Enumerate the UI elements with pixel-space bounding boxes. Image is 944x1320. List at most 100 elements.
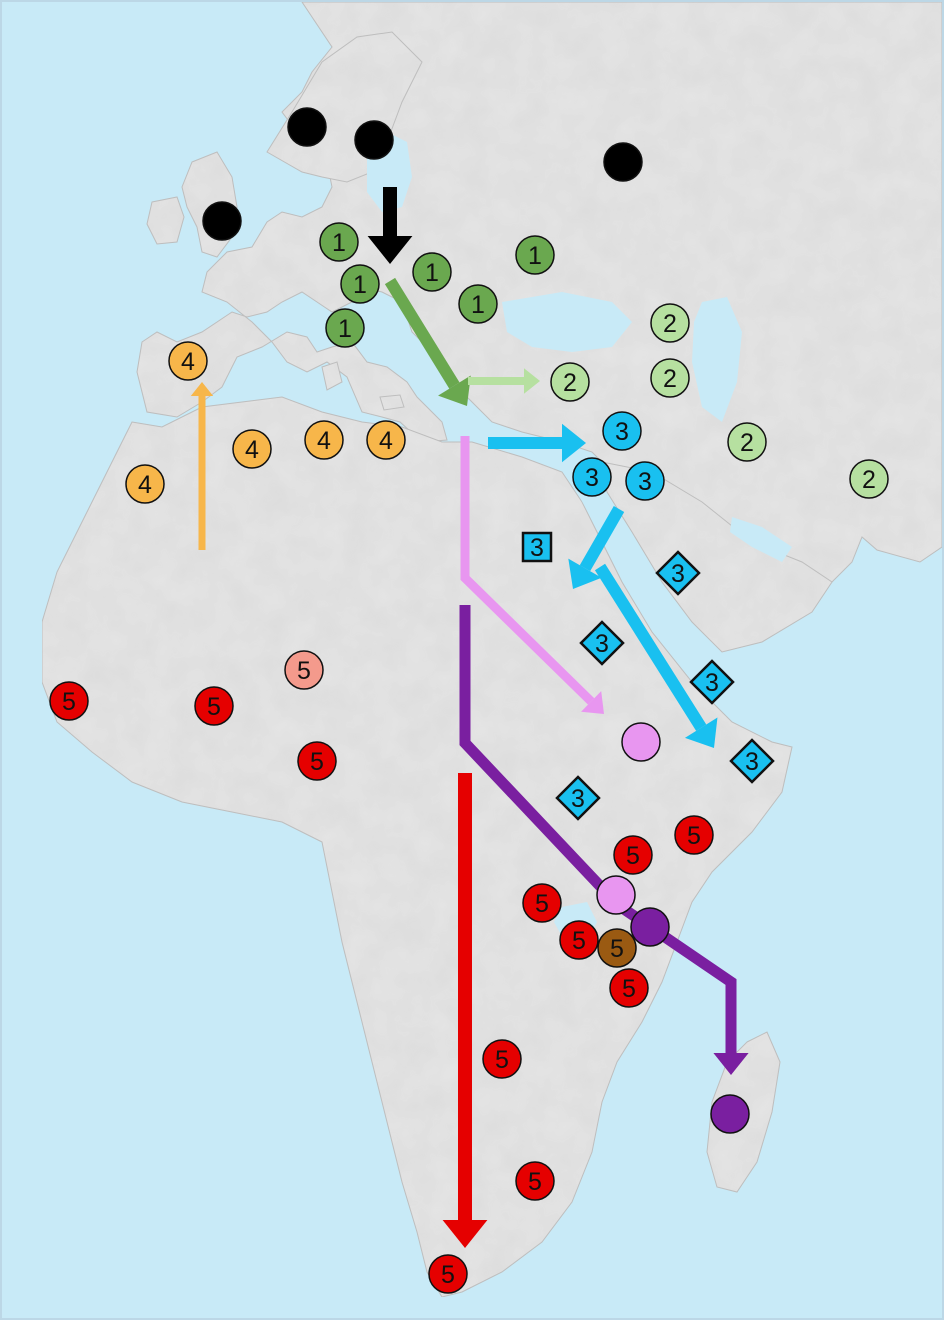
persian-gulf (730, 517, 792, 562)
population-marker: 5 (522, 883, 562, 923)
circle-marker (603, 142, 643, 182)
population-marker: 2 (849, 459, 889, 499)
arrow-head (367, 236, 413, 264)
population-marker: 4 (168, 341, 208, 381)
circle-marker (650, 358, 690, 398)
population-marker: 5 (49, 681, 89, 721)
population-marker: 3 (555, 775, 601, 821)
circle-marker (232, 429, 272, 469)
marker-label: 5 (535, 890, 549, 918)
population-marker: 1 (515, 235, 555, 275)
marker-label: 1 (332, 229, 346, 257)
marker-label: 3 (530, 534, 544, 562)
population-marker: 1 (458, 284, 498, 324)
population-marker (630, 907, 670, 947)
marker-label: 5 (62, 688, 76, 716)
population-marker: 3 (579, 620, 625, 666)
population-marker: 3 (655, 550, 701, 596)
population-marker: 1 (319, 222, 359, 262)
circle-marker (674, 815, 714, 855)
marker-label: 5 (297, 657, 311, 685)
marker-label: 3 (615, 418, 629, 446)
marker-label: 5 (610, 935, 624, 963)
circle-marker (849, 459, 889, 499)
migration-arrow (442, 773, 488, 1248)
circle-marker (710, 1094, 750, 1134)
circle-marker (287, 107, 327, 147)
population-marker (354, 120, 394, 160)
marker-label: 1 (425, 259, 439, 287)
arrow-head (438, 375, 471, 406)
marker-label: 5 (207, 693, 221, 721)
circle-marker (412, 252, 452, 292)
circle-marker (482, 1039, 522, 1079)
population-marker (710, 1094, 750, 1134)
migration-arrow (384, 277, 471, 406)
marker-label: 2 (663, 365, 677, 393)
circle-marker (597, 928, 637, 968)
circle-marker (522, 883, 562, 923)
population-marker: 2 (650, 303, 690, 343)
population-marker: 5 (559, 920, 599, 960)
population-marker (202, 201, 242, 241)
diamond-marker (655, 550, 701, 596)
population-marker: 4 (232, 429, 272, 469)
marker-label: 5 (310, 748, 324, 776)
mediterranean-island (321, 361, 343, 391)
population-marker: 2 (550, 362, 590, 402)
diamond-marker (579, 620, 625, 666)
africa-landmass (41, 396, 793, 1298)
marker-label: 3 (745, 748, 759, 776)
marker-label: 5 (528, 1168, 542, 1196)
migration-arrow (488, 423, 586, 463)
population-marker: 5 (284, 650, 324, 690)
circle-marker (319, 222, 359, 262)
population-marker: 3 (521, 531, 553, 563)
black-sea (502, 292, 632, 352)
population-marker (621, 722, 661, 762)
population-marker: 1 (340, 264, 380, 304)
marker-label: 4 (317, 427, 331, 455)
marker-label: 1 (471, 291, 485, 319)
circle-marker (602, 411, 642, 451)
circle-marker (168, 341, 208, 381)
marker-label: 4 (379, 427, 393, 455)
population-marker: 3 (602, 411, 642, 451)
arrow-head (190, 382, 214, 396)
arrow-head (442, 1220, 488, 1248)
population-marker: 3 (625, 461, 665, 501)
diamond-marker (729, 738, 775, 784)
diamond-marker (555, 775, 601, 821)
circle-marker (515, 235, 555, 275)
marker-label: 5 (441, 1261, 455, 1289)
migration-arrow (568, 506, 625, 589)
migration-arrows (190, 187, 749, 1248)
marker-label: 4 (181, 348, 195, 376)
circle-marker (515, 1161, 555, 1201)
population-marker: 5 (674, 815, 714, 855)
marker-label: 1 (353, 271, 367, 299)
population-marker: 5 (194, 686, 234, 726)
circle-marker (625, 461, 665, 501)
population-marker: 4 (304, 420, 344, 460)
arrow-head (713, 1053, 749, 1075)
arrow-shaft (460, 436, 595, 705)
marker-label: 2 (663, 310, 677, 338)
population-marker: 5 (482, 1039, 522, 1079)
marker-label: 3 (585, 464, 599, 492)
migration-arrow (367, 187, 413, 264)
marker-label: 5 (626, 842, 640, 870)
marker-label: 1 (528, 242, 542, 270)
circle-marker (559, 920, 599, 960)
diamond-marker (689, 659, 735, 705)
arrow-head (684, 717, 718, 748)
migration-arrow (190, 382, 214, 550)
ireland (146, 196, 185, 245)
circle-marker (297, 741, 337, 781)
migration-arrow (594, 563, 718, 748)
population-marker: 1 (325, 308, 365, 348)
red-sea (572, 472, 682, 650)
population-marker (596, 875, 636, 915)
